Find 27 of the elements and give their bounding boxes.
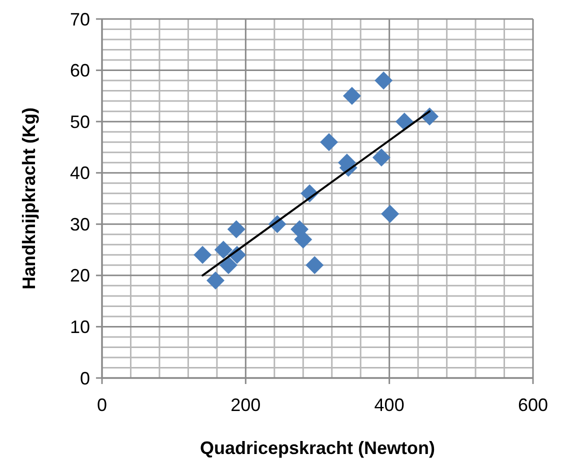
- point: [381, 204, 400, 223]
- point: [206, 272, 224, 290]
- point: [227, 220, 246, 238]
- x-tick-label: 400: [374, 395, 404, 415]
- x-tick-label: 0: [96, 395, 108, 415]
- x-tick-label: 200: [230, 395, 261, 415]
- y-tick-label: 0: [80, 368, 90, 388]
- y-tick-label: 40: [70, 163, 90, 184]
- x-tick-label: 600: [518, 395, 548, 415]
- point: [214, 240, 232, 259]
- point: [194, 246, 212, 264]
- point: [374, 72, 393, 90]
- y-tick-label: 10: [70, 317, 90, 338]
- y-tick-label: 70: [70, 9, 90, 30]
- point: [306, 256, 324, 274]
- point: [342, 86, 361, 105]
- point: [219, 256, 238, 274]
- y-axis-title: Handknijpkracht (Kg): [19, 107, 39, 290]
- point: [395, 112, 414, 131]
- y-tick-label: 50: [70, 112, 90, 132]
- x-axis-title: Quadricepskracht (Newton): [200, 438, 436, 458]
- y-tick-label: 60: [70, 60, 90, 81]
- point: [294, 230, 312, 249]
- y-tick-label: 30: [70, 214, 90, 234]
- point: [320, 133, 338, 152]
- y-tick-label: 20: [70, 266, 90, 286]
- point: [372, 148, 390, 166]
